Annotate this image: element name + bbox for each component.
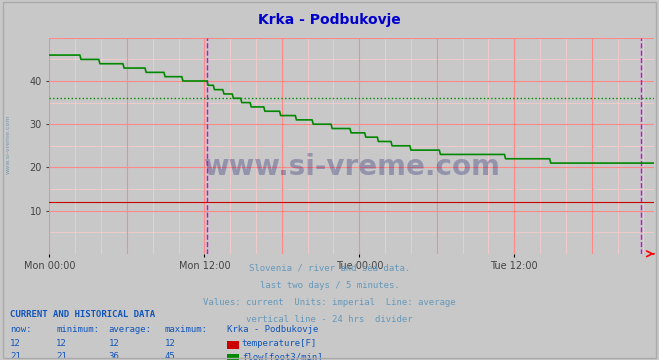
Text: last two days / 5 minutes.: last two days / 5 minutes. (260, 281, 399, 290)
Text: 21: 21 (56, 352, 67, 360)
Text: minimum:: minimum: (56, 325, 99, 334)
Text: Values: current  Units: imperial  Line: average: Values: current Units: imperial Line: av… (203, 298, 456, 307)
Text: www.si-vreme.com: www.si-vreme.com (5, 114, 11, 174)
Text: 45: 45 (165, 352, 175, 360)
Text: Krka - Podbukovje: Krka - Podbukovje (227, 325, 319, 334)
Text: flow[foot3/min]: flow[foot3/min] (242, 352, 322, 360)
Text: CURRENT AND HISTORICAL DATA: CURRENT AND HISTORICAL DATA (10, 310, 155, 319)
Text: www.si-vreme.com: www.si-vreme.com (203, 153, 500, 181)
Text: Slovenia / river and sea data.: Slovenia / river and sea data. (249, 264, 410, 273)
Text: maximum:: maximum: (165, 325, 208, 334)
Text: vertical line - 24 hrs  divider: vertical line - 24 hrs divider (246, 315, 413, 324)
Text: 12: 12 (165, 339, 175, 348)
Text: temperature[F]: temperature[F] (242, 339, 317, 348)
Text: 21: 21 (10, 352, 20, 360)
Text: average:: average: (109, 325, 152, 334)
Text: Krka - Podbukovje: Krka - Podbukovje (258, 13, 401, 27)
Text: 12: 12 (56, 339, 67, 348)
Text: 12: 12 (10, 339, 20, 348)
Text: now:: now: (10, 325, 32, 334)
Text: 12: 12 (109, 339, 119, 348)
Text: 36: 36 (109, 352, 119, 360)
